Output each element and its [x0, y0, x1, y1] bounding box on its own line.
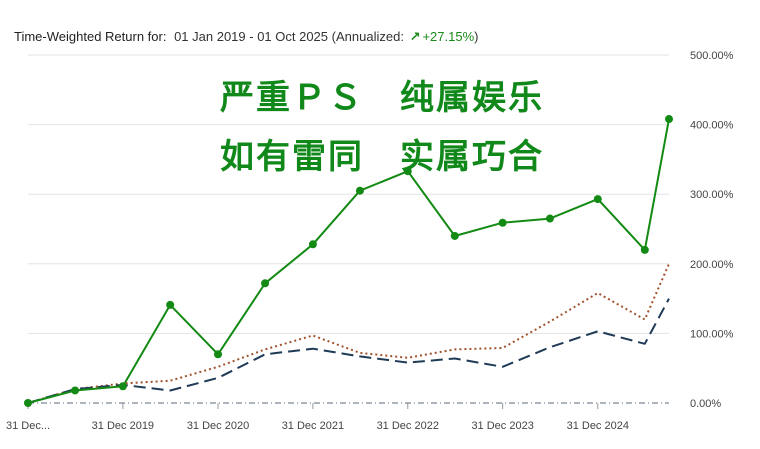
annualized-value: +27.15%: [422, 29, 475, 44]
series-1-point[interactable]: [166, 300, 175, 309]
up-arrow-icon: ↗: [409, 29, 421, 44]
annualized-label: (Annualized:: [331, 29, 404, 44]
series-group: [24, 115, 673, 407]
series-1-point[interactable]: [403, 167, 412, 176]
overlay-text-line-1: 严重ＰＳ 纯属娱乐: [220, 78, 544, 118]
x-tick-label: 31 Dec...: [6, 420, 50, 432]
series-1-point[interactable]: [593, 195, 602, 204]
series-1-point[interactable]: [640, 245, 649, 254]
series-1-point[interactable]: [450, 231, 459, 240]
x-tick-label: 31 Dec 2022: [377, 420, 439, 432]
series-1-point[interactable]: [545, 214, 554, 223]
date-range[interactable]: 01 Jan 2019 - 01 Oct 2025: [174, 29, 329, 44]
x-axis-ticks: 31 Dec... 31 Dec 2019 31 Dec 2020 31 Dec 20…: [6, 403, 629, 432]
y-tick-label: 0.00%: [690, 398, 721, 410]
series-1-point[interactable]: [24, 399, 32, 407]
series-1-point[interactable]: [118, 382, 127, 391]
series-1-point[interactable]: [261, 279, 270, 288]
series-line-3: [27, 298, 670, 404]
grid-lines: [28, 54, 669, 334]
series-1-point[interactable]: [71, 386, 80, 395]
y-tick-label: 200.00%: [690, 259, 734, 271]
x-tick-label: 31 Dec 2021: [282, 420, 344, 432]
y-tick-label: 100.00%: [690, 328, 734, 340]
y-tick-label: 500.00%: [690, 50, 734, 62]
annualized-close: ): [474, 29, 479, 44]
overlay-text-line-2: 如有雷同 实属巧合: [220, 137, 544, 177]
series-1-point[interactable]: [665, 115, 673, 124]
series-1-point[interactable]: [498, 218, 507, 227]
x-tick-label: 31 Dec 2023: [471, 420, 533, 432]
y-tick-label: 300.00%: [690, 189, 734, 201]
series-1-point[interactable]: [355, 186, 364, 195]
chart-header: Time-Weighted Return for: 01 Jan 2019 - …: [14, 29, 479, 45]
series-1-point[interactable]: [214, 350, 223, 359]
x-tick-label: 31 Dec 2024: [567, 420, 629, 432]
x-tick-label: 31 Dec 2019: [92, 420, 154, 432]
y-tick-label: 400.00%: [690, 120, 734, 132]
twr-label: Time-Weighted Return for:: [14, 29, 167, 44]
series-1-point[interactable]: [308, 240, 317, 249]
x-tick-label: 31 Dec 2020: [187, 420, 249, 432]
y-axis-ticks: 0.00% 100.00% 200.00% 300.00% 400.00% 500.00%: [690, 50, 734, 410]
